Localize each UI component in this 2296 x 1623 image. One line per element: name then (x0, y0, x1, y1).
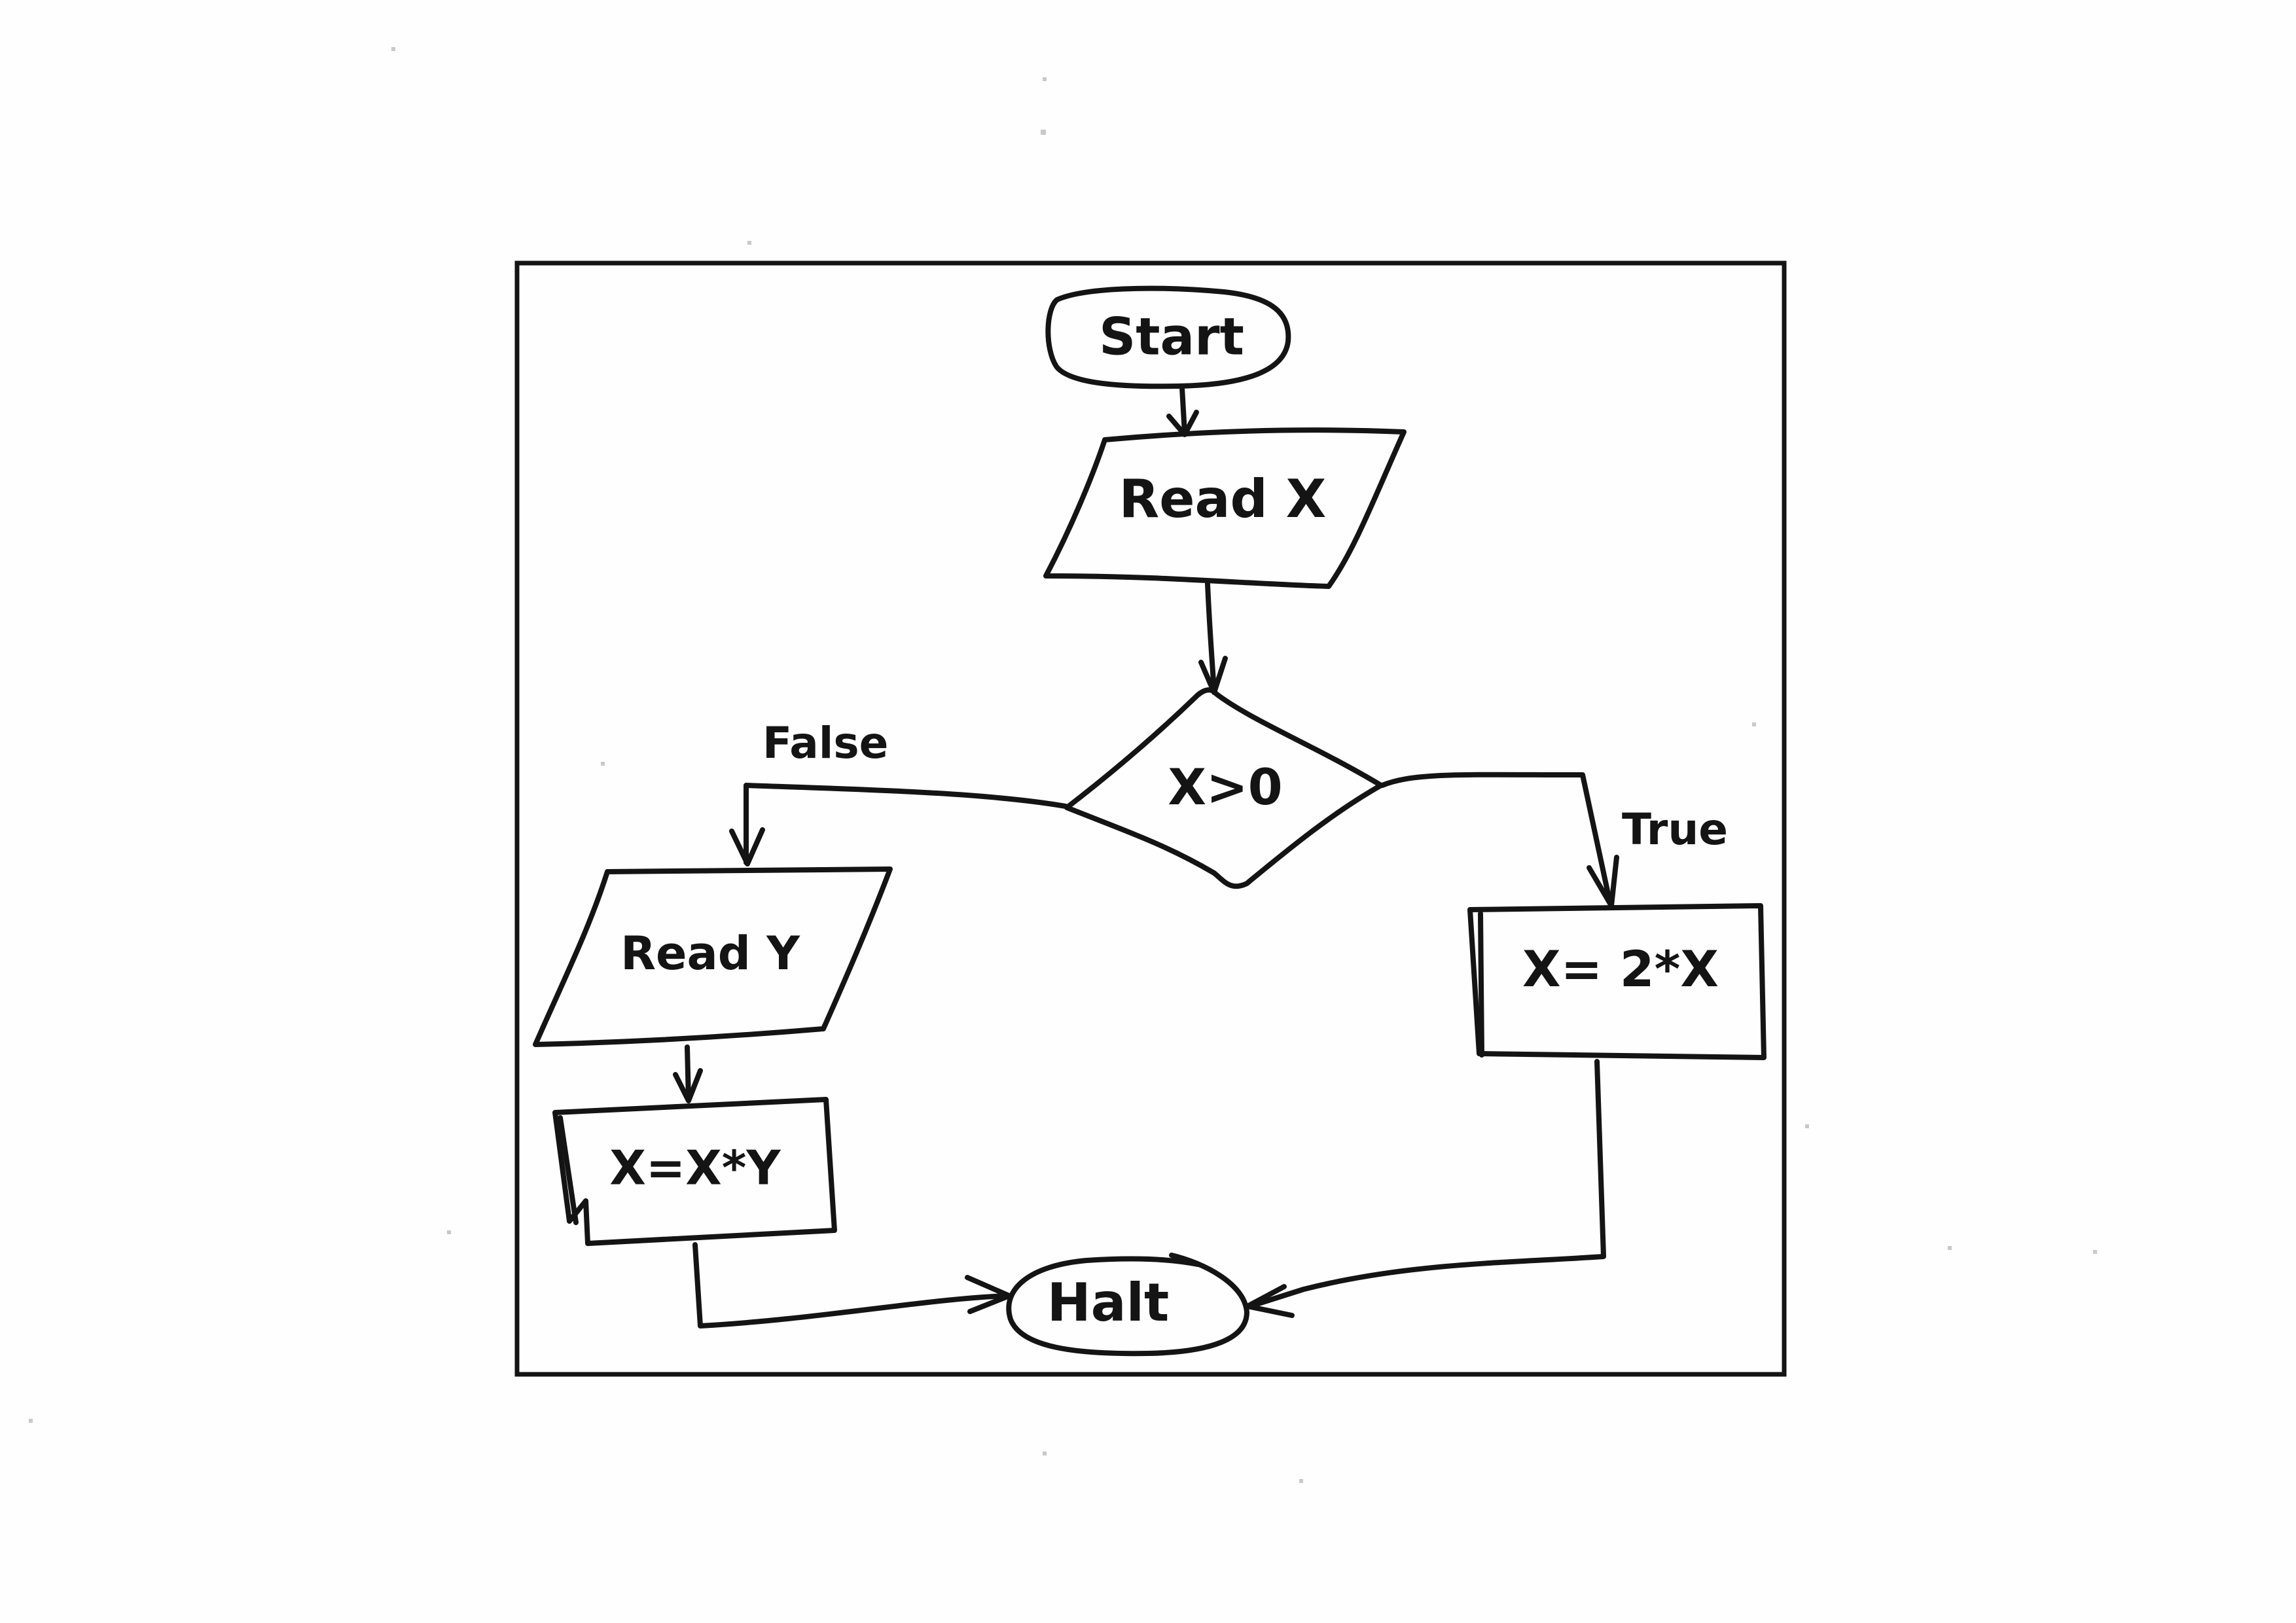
true-branch-connector (1380, 772, 1619, 908)
read-y-label: Read Y (620, 927, 800, 980)
arrow-assign-true-to-halt (1245, 1059, 1606, 1318)
false-branch-connector (729, 783, 1068, 866)
false-edge-label: False (762, 718, 888, 768)
assign-true-label: X= 2*X (1522, 940, 1719, 998)
start-terminator: Start (1045, 285, 1291, 389)
true-edge-label: True (1622, 804, 1728, 855)
halt-terminator: Halt (1006, 1253, 1249, 1357)
read-x-label: Read X (1119, 469, 1327, 529)
arrow-assign-false-to-halt (692, 1242, 1012, 1329)
assign-false-process-box: X=X*Y (552, 1097, 837, 1246)
assign-false-label: X=X*Y (609, 1141, 781, 1196)
arrow-read-x-to-decision (1198, 581, 1228, 695)
read-x-input-shape: Read X (1043, 427, 1407, 589)
decision-diamond: X>0 (1064, 687, 1384, 889)
assign-true-process-box: X= 2*X (1467, 903, 1767, 1060)
diagram-border (514, 260, 1787, 1377)
start-label: Start (1099, 308, 1244, 366)
decision-label: X>0 (1168, 758, 1282, 816)
arrow-start-to-read-x (1166, 385, 1199, 437)
halt-label: Halt (1047, 1272, 1170, 1333)
read-y-input-shape: Read Y (533, 866, 893, 1047)
scan-noise (29, 47, 2097, 1483)
arrow-read-y-to-assign (673, 1044, 703, 1103)
